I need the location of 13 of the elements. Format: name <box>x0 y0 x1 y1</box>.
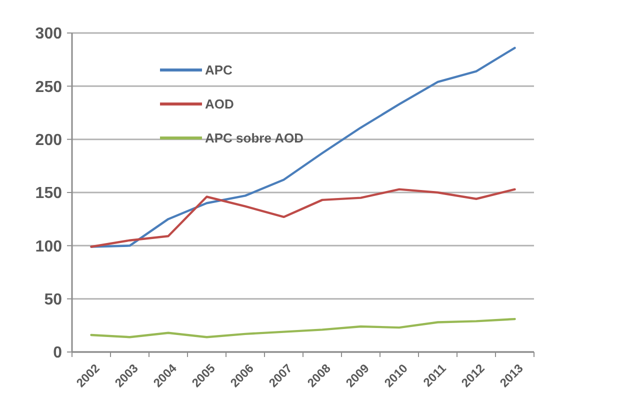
y-tick-label: 50 <box>44 291 62 308</box>
line-series <box>90 188 516 248</box>
y-tick-label: 200 <box>35 132 62 149</box>
y-tick-label: 250 <box>35 78 62 96</box>
y-tick-label: 150 <box>35 185 62 202</box>
y-tick-label: 300 <box>35 26 62 43</box>
legend-label: APC <box>205 62 234 78</box>
y-tick-label: 0 <box>53 344 62 362</box>
line-series <box>90 318 516 338</box>
legend-label: AOD <box>205 96 234 112</box>
line-series <box>90 46 516 248</box>
y-tick-label: 100 <box>35 238 62 256</box>
legend-label: APC sobre AOD <box>205 130 304 146</box>
